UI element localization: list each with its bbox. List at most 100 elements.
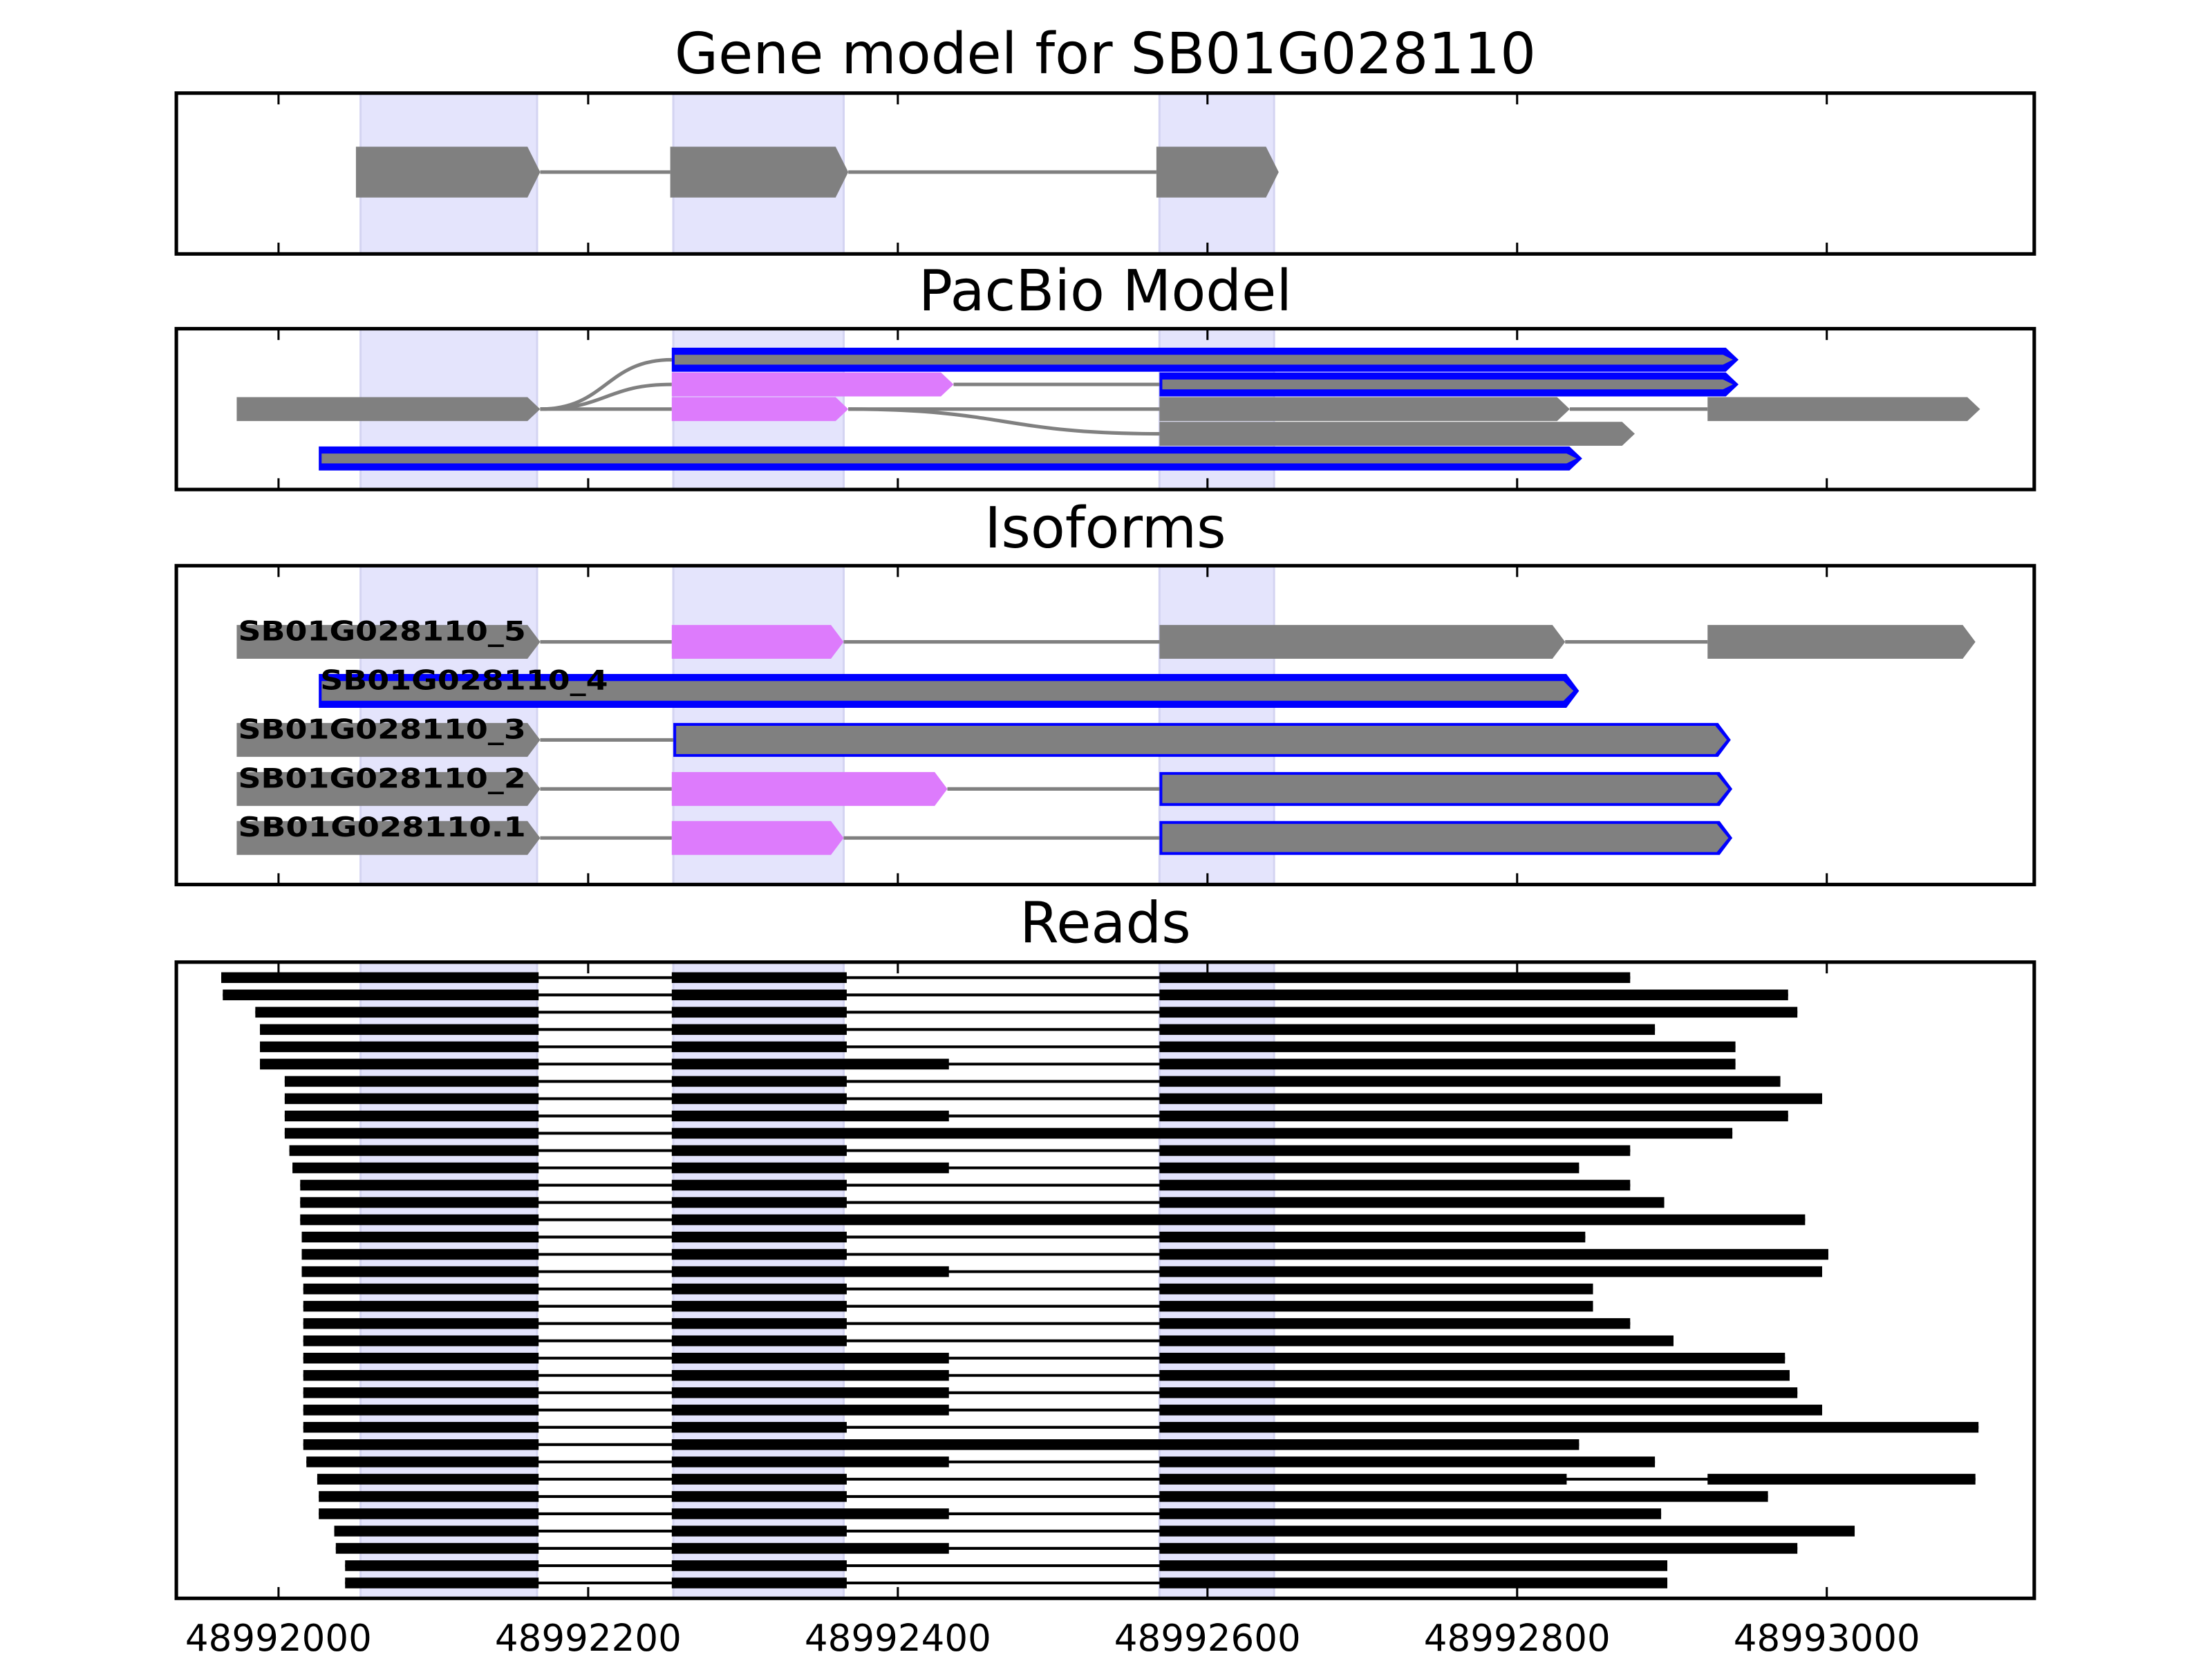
read-row (301, 1231, 1586, 1243)
read-block (671, 1197, 847, 1208)
read-block (223, 989, 539, 1001)
gene-exon (355, 147, 541, 198)
read-block (260, 1041, 539, 1053)
read-block (289, 1145, 539, 1156)
read-row (303, 1283, 1593, 1295)
x-tick-label: 48992600 (1114, 1617, 1301, 1659)
read-block (671, 1335, 847, 1347)
read-block (1159, 1024, 1656, 1035)
read-block (671, 1145, 847, 1156)
panel-frame (174, 960, 2036, 1600)
gene-model-panel: Gene model for SB01G028110 (174, 21, 2036, 256)
reads-panel: Reads 48992000 48992200 48992400 48992600 489… (174, 890, 2036, 1659)
junction-link (848, 407, 1160, 436)
read-block (1159, 1577, 1668, 1588)
read-row (284, 1110, 1788, 1122)
isoform-exon-fill (321, 681, 1574, 701)
gene-exon (670, 147, 849, 198)
read-block (671, 1283, 847, 1295)
isoform-row: SB01G028110_3 (236, 714, 1731, 757)
read-block (303, 1405, 539, 1416)
read-block (1159, 1387, 1798, 1398)
read-block (1159, 1110, 1788, 1122)
panel-frame (174, 563, 2036, 887)
read-block (303, 1352, 539, 1364)
read-row (301, 1248, 1828, 1260)
read-block (671, 1179, 847, 1191)
isoform-row: SB01G028110.1 (236, 812, 1733, 855)
panel-frame (174, 91, 2036, 256)
read-row (284, 1127, 1733, 1139)
read-block (1159, 1352, 1785, 1364)
read-row (284, 1076, 1781, 1087)
read-block (300, 1197, 539, 1208)
read-block (345, 1560, 539, 1571)
pacbio-block (1707, 397, 1980, 422)
read-block (671, 1162, 949, 1174)
read-row (303, 1422, 1979, 1433)
read-block (335, 1543, 539, 1554)
pacbio-block-fill (321, 453, 1577, 464)
isoform-exon (1159, 625, 1566, 659)
read-row (303, 1387, 1798, 1398)
isoform-exon (671, 625, 844, 659)
read-block (671, 1456, 949, 1468)
read-block (303, 1422, 539, 1433)
read-block (671, 1526, 847, 1537)
x-tick-label: 48992000 (185, 1617, 372, 1659)
read-block (1159, 1370, 1790, 1381)
read-block (303, 1439, 539, 1450)
read-block (1159, 1543, 1798, 1554)
read-block (260, 1024, 539, 1035)
read-block (303, 1300, 539, 1312)
isoform-exon-fill (676, 726, 1727, 754)
read-row (289, 1145, 1631, 1156)
read-block (671, 1422, 847, 1433)
read-block (284, 1076, 539, 1087)
read-block (1159, 1474, 1567, 1485)
read-block (1159, 1093, 1823, 1105)
read-block (671, 1352, 949, 1364)
x-tick-label: 48992200 (495, 1617, 682, 1659)
highlight-region (359, 961, 538, 1600)
read-block (306, 1456, 539, 1468)
pacbio-block (671, 397, 849, 422)
read-block (1159, 1422, 1979, 1433)
highlight-region (1158, 961, 1275, 1600)
read-block (303, 1283, 539, 1295)
read-row (319, 1491, 1768, 1502)
read-block (301, 1266, 539, 1277)
read-row (303, 1370, 1790, 1381)
read-block (334, 1526, 539, 1537)
isoform-label: SB01G028110_2 (238, 763, 525, 794)
read-block (671, 1127, 1733, 1139)
x-tick-label: 48993000 (1734, 1617, 1920, 1659)
panel-title: PacBio Model (919, 259, 1292, 324)
read-row (317, 1474, 1976, 1485)
read-block (303, 1387, 539, 1398)
read-row (292, 1162, 1580, 1174)
gene-exon (1156, 147, 1279, 198)
isoform-exon (1707, 625, 1976, 659)
isoform-row: SB01G028110_4 (319, 665, 1580, 708)
read-block (671, 1248, 847, 1260)
isoform-exon-fill (1162, 823, 1729, 852)
read-block (1707, 1474, 1976, 1485)
read-block (284, 1093, 539, 1105)
read-block (319, 1491, 539, 1502)
panel-title: Isoforms (984, 496, 1226, 561)
read-block (671, 972, 847, 984)
isoform-exon (236, 821, 541, 855)
isoform-exon (671, 821, 844, 855)
read-block (301, 1231, 539, 1243)
panel-title: Gene model for SB01G028110 (675, 21, 1536, 87)
read-block (671, 1093, 847, 1105)
isoform-row: SB01G028110_2 (236, 763, 1733, 806)
read-block (301, 1248, 539, 1260)
isoform-exon (236, 771, 541, 806)
isoform-label: SB01G028110_3 (238, 714, 525, 745)
read-row (303, 1405, 1823, 1416)
read-block (1159, 1266, 1823, 1277)
read-block (1159, 1231, 1586, 1243)
read-block (1159, 1179, 1631, 1191)
